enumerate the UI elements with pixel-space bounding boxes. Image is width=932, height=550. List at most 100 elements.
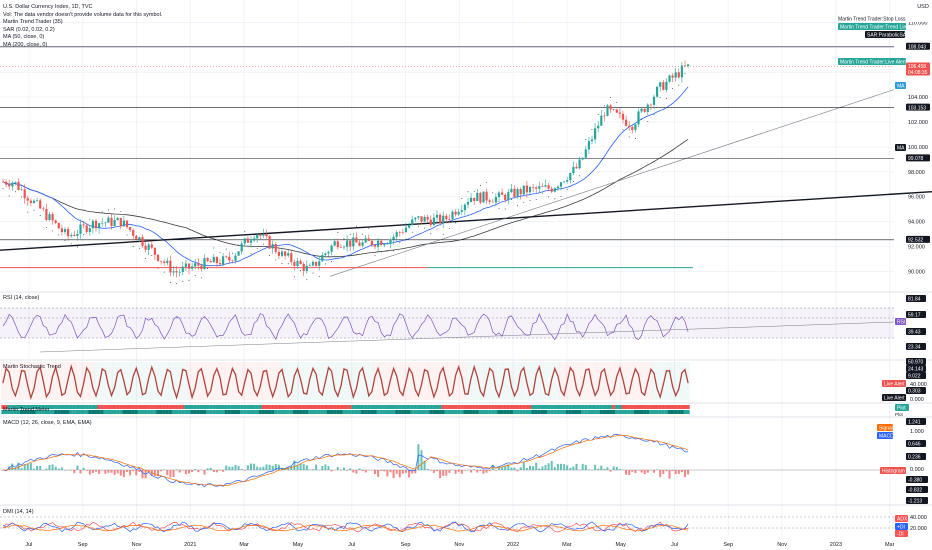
candle-body <box>265 234 268 237</box>
trend-meter-bar-bottom <box>196 410 200 414</box>
sar-dot <box>262 243 264 245</box>
dmi-tag-plus-di: +DI <box>897 525 905 531</box>
macd-histogram-bar <box>684 470 686 478</box>
candle-body <box>637 111 640 125</box>
trend-meter-bar-bottom <box>543 410 548 414</box>
trend-meter-bar-bottom <box>69 410 73 414</box>
sar-dot <box>188 279 190 281</box>
trend-meter-bar-top <box>249 405 253 409</box>
sar-dot <box>76 246 78 248</box>
dmi-panel-title[interactable]: DMI (14, 14) <box>3 509 34 515</box>
trend-meter-bar-top <box>78 405 83 409</box>
trend-meter-bar-top <box>218 405 222 409</box>
trend-meter-bar-top <box>128 405 132 409</box>
macd-histogram-bar <box>79 470 82 474</box>
indicator-ma50[interactable]: MA (50, close, 0) <box>3 34 45 41</box>
y-tick-label: 110.000 <box>908 20 927 26</box>
sar-dot <box>293 276 295 278</box>
macd-histogram-bar <box>95 470 97 472</box>
macd-histogram-bar <box>160 470 163 472</box>
macd-histogram-bar <box>653 470 655 473</box>
trend-meter-bar-bottom <box>646 410 650 414</box>
dmi-tag-adx-bg <box>895 515 908 522</box>
sar-dot <box>8 195 10 197</box>
macd-histogram-bar <box>625 470 628 475</box>
trend-meter-bar-bottom <box>630 410 634 414</box>
trend-meter-bar-top <box>221 405 225 409</box>
trend-meter-bar-bottom <box>7 410 11 414</box>
trend-meter-bar-top <box>165 405 169 409</box>
macd-histogram-bar <box>643 470 646 475</box>
candle-body <box>504 194 507 200</box>
candle-body <box>169 260 172 273</box>
trend-meter-bar-bottom <box>178 410 182 414</box>
macd-histogram-bar <box>432 470 435 473</box>
trend-meter-bar-bottom <box>454 410 458 414</box>
macd-histogram-bar <box>547 463 550 470</box>
trend-meter-bar-bottom <box>488 410 492 414</box>
trend-meter-bar-bottom <box>131 410 135 414</box>
trend-meter-bar-bottom <box>481 410 486 414</box>
long-trend-line <box>0 190 932 251</box>
macd-histogram-bar <box>405 470 407 473</box>
candle-body <box>556 186 559 189</box>
trend-meter-bar-top <box>202 405 207 409</box>
trend-meter-panel-title[interactable]: Martin Trend Meter <box>3 407 50 413</box>
candle-body <box>299 260 302 264</box>
x-tick-label: Mar <box>885 542 895 548</box>
macd-histogram-bar <box>23 464 26 470</box>
trend-meter-bar-top <box>643 405 647 409</box>
trend-meter-bar-bottom <box>326 410 331 414</box>
macd-histogram-bar <box>82 467 85 470</box>
trend-meter-bar-top <box>429 405 433 409</box>
trend-meter-bar-top <box>280 405 284 409</box>
candle-body <box>203 257 206 270</box>
macd-histogram-bar <box>516 470 519 472</box>
trend-meter-bar-top <box>361 405 365 409</box>
trend-meter-plot-label: Plot <box>895 412 904 417</box>
stoch-panel-title[interactable]: Martin Stochastic Trend <box>3 364 61 370</box>
trend-meter-bar-bottom <box>4 410 8 414</box>
rsi-panel-title[interactable]: RSI (14, close) <box>3 295 40 301</box>
candle-body <box>668 75 671 82</box>
macd-panel-title[interactable]: MACD (12, 26, close, 9, EMA, EMA) <box>3 420 92 426</box>
price-tag-99-bg <box>906 154 930 162</box>
indicator-sar[interactable]: SAR (0.02, 0.02, 0.2) <box>3 26 55 33</box>
candle-body <box>333 241 336 246</box>
candle-body <box>129 227 132 231</box>
macd-tag-signal-bg <box>877 424 893 431</box>
trend-meter-bar-top <box>426 405 430 409</box>
sar-dot <box>362 233 364 235</box>
trend-meter-bar-top <box>311 405 315 409</box>
macd-histogram-bar <box>392 470 395 479</box>
macd-histogram-bar <box>513 467 516 470</box>
trend-meter-bar-bottom <box>376 410 380 414</box>
trend-meter-bar-top <box>38 405 42 409</box>
candle-body <box>1 181 5 183</box>
price-tag-108: 108.043 <box>908 44 926 50</box>
indicator-ma200[interactable]: MA (200, close, 0) <box>3 41 48 48</box>
trend-meter-bar-bottom <box>113 410 117 414</box>
label-live-alert-bg <box>838 58 906 65</box>
candle-body <box>584 149 587 158</box>
macd-histogram-bar <box>470 470 473 473</box>
macd-histogram-bar <box>454 470 457 474</box>
sar-dot <box>343 238 345 240</box>
trend-meter-bar-bottom <box>565 410 569 414</box>
trend-meter-bar-bottom <box>370 410 374 414</box>
stoch-bg-band <box>94 362 113 400</box>
sar-dot <box>132 246 134 247</box>
trend-meter-bar-top <box>274 405 278 409</box>
candle-body <box>429 219 432 226</box>
candle-body <box>640 108 643 112</box>
candle-body <box>5 181 8 185</box>
minus-di-line <box>2 521 689 533</box>
y-tick-label: 102.000 <box>908 120 928 126</box>
macd-histogram-bar <box>203 470 206 475</box>
trend-meter-bar-bottom <box>581 410 585 414</box>
indicator-martin-trend-trader[interactable]: Martin Trend Trader (35) <box>3 19 63 26</box>
trend-meter-bar-bottom <box>568 410 572 414</box>
candle-body <box>532 187 535 188</box>
candle-body <box>26 198 29 201</box>
trend-meter-bar-bottom <box>60 410 64 414</box>
